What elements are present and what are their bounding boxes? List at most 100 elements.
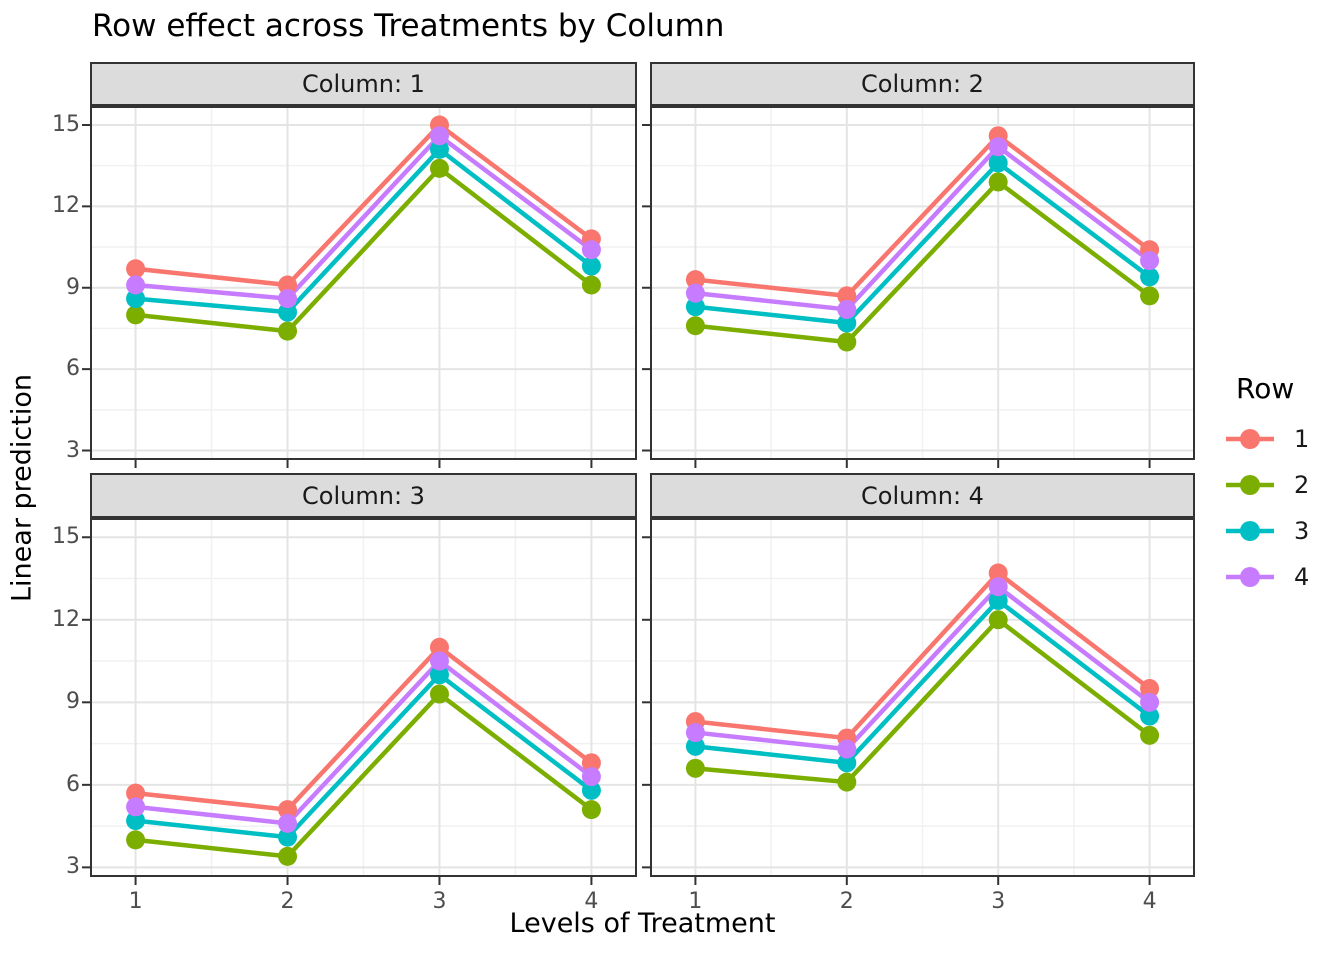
data-point-row-2 [429, 684, 449, 704]
data-point-row-2 [837, 772, 857, 792]
data-point-row-2 [988, 172, 1008, 192]
data-point-row-3 [837, 313, 857, 333]
data-point-row-2 [278, 321, 298, 341]
series-line-row-4 [695, 583, 1151, 752]
data-point-row-2 [126, 305, 146, 325]
data-point-row-3 [1140, 706, 1160, 726]
data-point-row-1 [685, 270, 705, 290]
data-point-row-4 [581, 767, 601, 787]
series-line-row-4 [135, 658, 593, 826]
data-point-row-2 [429, 158, 449, 178]
data-point-row-1 [126, 259, 146, 279]
y-axis-title: Linear prediction [6, 374, 38, 602]
data-point-row-3 [429, 139, 449, 159]
data-point-row-1 [429, 637, 449, 657]
x-axis-title: Levels of Treatment [509, 908, 776, 939]
data-point-row-3 [685, 297, 705, 317]
data-point-row-1 [278, 275, 298, 295]
series-line-row-2 [695, 616, 1151, 785]
data-point-row-1 [278, 800, 298, 820]
legend-entry-row-2: 2 [1222, 462, 1309, 508]
data-point-row-3 [278, 827, 298, 847]
legend-title: Row [1236, 372, 1295, 405]
x-tick-label: 1 [128, 889, 143, 914]
data-point-row-3 [126, 289, 146, 309]
data-point-row-4 [685, 283, 705, 303]
data-point-row-2 [685, 758, 705, 778]
data-point-row-4 [1140, 692, 1160, 712]
data-point-row-3 [581, 780, 601, 800]
data-point-row-4 [988, 577, 1008, 597]
data-point-row-1 [126, 783, 146, 803]
data-point-row-4 [278, 289, 298, 309]
legend-label: 1 [1294, 425, 1310, 453]
series-line-row-2 [695, 178, 1151, 345]
series-line-row-3 [695, 159, 1151, 326]
legend-key-icon [1226, 567, 1274, 587]
y-tick-label: 12 [52, 193, 80, 219]
data-point-row-3 [1140, 267, 1160, 287]
facet-strip-4: Column: 4 [650, 473, 1195, 518]
facet-panel-3 [82, 518, 637, 885]
legend-entry-row-4: 4 [1222, 554, 1309, 600]
panel-border [90, 106, 637, 460]
data-point-row-2 [278, 846, 298, 866]
series-line-row-3 [135, 146, 593, 315]
series-line-row-4 [135, 132, 593, 301]
data-point-row-1 [837, 286, 857, 306]
x-tick-label: 1 [688, 889, 703, 914]
data-point-row-2 [1140, 725, 1160, 745]
legend-label: 2 [1294, 471, 1310, 499]
y-tick-label: 12 [52, 606, 80, 632]
panel-border [90, 518, 637, 877]
legend-key-point [1240, 475, 1260, 495]
legend-label: 4 [1294, 563, 1310, 591]
data-point-row-3 [685, 736, 705, 756]
legend-entry-row-3: 3 [1222, 508, 1309, 554]
data-point-row-4 [988, 137, 1008, 157]
panel-border [650, 106, 1195, 460]
data-point-row-4 [837, 299, 857, 319]
series-line-row-2 [135, 165, 593, 334]
legend-key-icon [1226, 521, 1274, 541]
facet-strip-3: Column: 3 [90, 473, 637, 518]
legend-key-icon [1226, 429, 1274, 449]
series-line-row-3 [135, 671, 593, 840]
data-point-row-4 [581, 240, 601, 260]
data-point-row-2 [685, 316, 705, 336]
x-tick-label: 3 [991, 889, 1006, 914]
facet-panel-2 [642, 106, 1195, 468]
data-point-row-3 [126, 811, 146, 831]
facet-strip-1: Column: 1 [90, 62, 637, 106]
data-point-row-2 [988, 610, 1008, 630]
data-point-row-2 [581, 275, 601, 295]
series-line-row-2 [135, 691, 593, 859]
series-line-row-1 [695, 569, 1151, 741]
series-line-row-1 [135, 644, 593, 812]
series-line-row-1 [135, 121, 593, 288]
data-point-row-3 [988, 591, 1008, 611]
x-tick-label: 2 [280, 889, 295, 914]
legend-key-point [1240, 567, 1260, 587]
data-point-row-1 [988, 563, 1008, 583]
x-tick-label: 4 [1142, 889, 1157, 914]
data-point-row-3 [278, 302, 298, 322]
legend-key-icon [1226, 475, 1274, 495]
y-tick-label: 9 [66, 689, 80, 715]
series-line-row-3 [695, 597, 1151, 766]
legend-entries: 1 2 3 4 [1222, 416, 1309, 600]
data-point-row-3 [581, 256, 601, 276]
legend-entry-row-1: 1 [1222, 416, 1309, 462]
data-point-row-4 [126, 797, 146, 817]
series-line-row-1 [695, 132, 1151, 299]
legend-label: 3 [1294, 517, 1310, 545]
data-point-row-4 [429, 126, 449, 146]
facet-panel-4 [642, 518, 1195, 885]
legend: Row 1 2 3 4 [1222, 372, 1309, 600]
facet-strip-2: Column: 2 [650, 62, 1195, 106]
x-tick-label: 3 [432, 889, 447, 914]
data-point-row-1 [581, 753, 601, 773]
y-tick-label: 6 [66, 771, 80, 797]
facet-panel-1 [82, 106, 637, 468]
